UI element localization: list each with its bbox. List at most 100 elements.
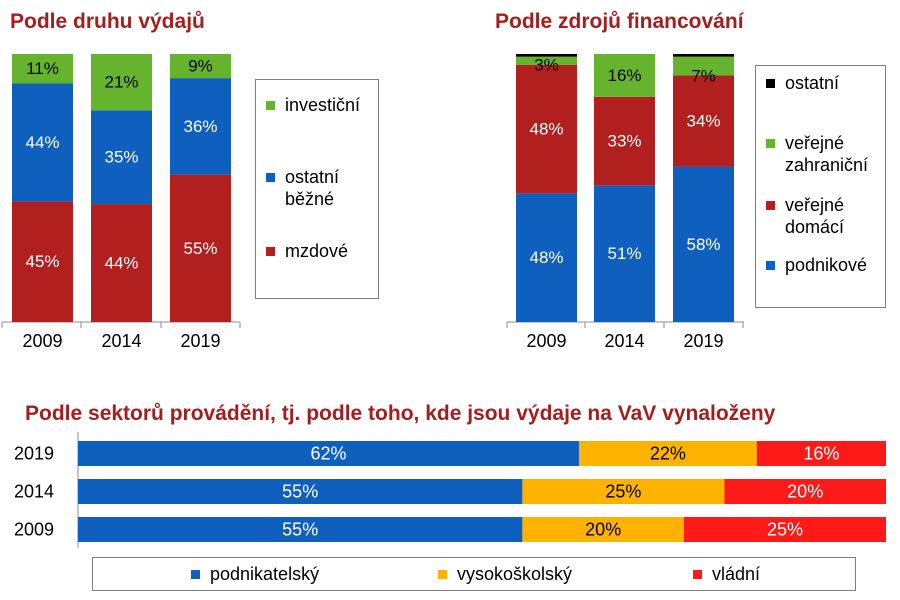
legend-swatch bbox=[266, 101, 275, 110]
chart1-label-2019-s2: 9% bbox=[188, 57, 213, 76]
chart2-label-2019-s1: 34% bbox=[686, 112, 720, 131]
legend-swatch bbox=[438, 569, 447, 579]
chart3-label-2009-s2: 25% bbox=[767, 520, 803, 540]
legend-label: podnikatelský bbox=[210, 564, 320, 584]
legend-label: vysokoškolský bbox=[457, 564, 573, 584]
chart3-bar-2019-s2 bbox=[756, 441, 886, 466]
chart1-plot: 45% 44% 11% 2009 44% 35% 21% 2014 55% 36% 9% 2019 bbox=[1, 54, 241, 351]
chart2-legend-item: podnikové bbox=[766, 254, 867, 276]
chart3-legend-item: podnikatelský bbox=[191, 563, 319, 585]
legend-swatch bbox=[766, 201, 775, 210]
chart3-label-2014-s0: 55% bbox=[282, 482, 318, 502]
chart2-bar-2014-s0 bbox=[594, 185, 655, 322]
chart1-bar-2014-s2 bbox=[91, 54, 152, 111]
chart2-label-2019-s2: 7% bbox=[691, 66, 716, 85]
chart1-bar-2019-s1 bbox=[170, 78, 231, 175]
chart3-label-2019-s2: 16% bbox=[803, 444, 839, 464]
chart2-xtick-2009: 2009 bbox=[526, 331, 566, 351]
chart2-bar-2019-s0 bbox=[673, 166, 734, 322]
chart3-bar-2009-s0 bbox=[78, 517, 523, 542]
legend-label: ostatní běžné bbox=[285, 167, 340, 209]
chart1-xtick-2014: 2014 bbox=[101, 331, 141, 351]
chart3-bar-2019-s1 bbox=[578, 441, 757, 466]
chart3-label-2009-s1: 20% bbox=[585, 520, 621, 540]
chart1-legend-item: ostatní běžné bbox=[266, 166, 339, 210]
legend-label: veřejné domácí bbox=[785, 195, 845, 237]
chart2-bar-2009-s0 bbox=[516, 193, 577, 322]
legend-label: mzdové bbox=[285, 241, 349, 261]
chart1-bar-2009-s0 bbox=[12, 201, 73, 322]
chart1-label-2019-s0: 55% bbox=[183, 239, 217, 258]
chart3-bar-2009-s1 bbox=[522, 517, 684, 542]
chart1-label-2009-s2: 11% bbox=[26, 59, 59, 78]
chart3-label-2019-s0: 62% bbox=[310, 444, 346, 464]
chart2-bar-2019-s2 bbox=[673, 56, 734, 76]
legend-swatch bbox=[693, 569, 702, 579]
chart1-xtick-2019: 2019 bbox=[180, 331, 220, 351]
chart2-bar-2009-s1 bbox=[516, 64, 577, 194]
chart2-legend: ostatní veřejné zahraniční veřejné domácí pod… bbox=[755, 65, 886, 308]
chart1-bar-2019-s2 bbox=[170, 54, 231, 79]
legend-swatch bbox=[766, 261, 775, 270]
chart3-legend-item: vysokoškolský bbox=[438, 563, 572, 585]
chart2-label-2009-s2: 3% bbox=[534, 56, 559, 75]
chart1-legend: investiční ostatní běžné mzdové bbox=[255, 79, 379, 299]
chart2-legend-item: veřejné zahraniční bbox=[766, 132, 868, 176]
chart2-bar-2014-s2 bbox=[594, 54, 655, 97]
chart1-label-2019-s1: 36% bbox=[183, 117, 217, 136]
chart3-ytick-2014: 2014 bbox=[14, 482, 54, 502]
chart3-label-2019-s1: 22% bbox=[650, 444, 686, 464]
chart3-label-2014-s1: 25% bbox=[605, 482, 641, 502]
chart1-bar-2019-s0 bbox=[170, 174, 231, 322]
chart1-label-2014-s2: 21% bbox=[104, 73, 138, 92]
legend-swatch bbox=[266, 247, 275, 256]
chart1-legend-item: investiční bbox=[266, 94, 360, 116]
chart3-legend: podnikatelský vysokoškolský vládní bbox=[92, 557, 856, 591]
chart2-bar-2019-s3 bbox=[673, 54, 734, 57]
chart1-title: Podle druhu výdajů bbox=[10, 10, 205, 33]
chart3-ytick-2019: 2019 bbox=[14, 444, 54, 464]
chart3-label-2009-s0: 55% bbox=[282, 520, 318, 540]
legend-label: vládní bbox=[712, 564, 761, 584]
chart3-legend-item: vládní bbox=[693, 563, 760, 585]
chart2-label-2014-s0: 51% bbox=[607, 244, 641, 263]
chart1-label-2009-s0: 45% bbox=[25, 252, 59, 271]
chart3-bar-2014-s1 bbox=[522, 479, 725, 504]
chart1-label-2014-s1: 35% bbox=[104, 148, 138, 167]
chart2-legend-item: ostatní bbox=[766, 72, 839, 94]
chart2-bar-2014-s1 bbox=[594, 96, 655, 186]
chart1-bar-2014-s0 bbox=[91, 204, 152, 322]
chart2-label-2019-s0: 58% bbox=[686, 235, 720, 254]
chart1-xtick-2009: 2009 bbox=[22, 331, 62, 351]
legend-swatch bbox=[191, 569, 200, 579]
chart1-bar-2014-s1 bbox=[91, 110, 152, 205]
chart1-bar-2009-s2 bbox=[12, 54, 73, 84]
chart2-label-2014-s1: 33% bbox=[607, 132, 641, 151]
legend-label: investiční bbox=[285, 95, 361, 115]
chart2-label-2009-s1: 48% bbox=[529, 120, 563, 139]
chart3-bar-2014-s0 bbox=[78, 479, 523, 504]
chart2-xtick-2019: 2019 bbox=[683, 331, 723, 351]
chart2-xtick-2014: 2014 bbox=[604, 331, 644, 351]
chart2-title: Podle zdrojů financování bbox=[495, 10, 744, 33]
chart3-bar-2009-s2 bbox=[684, 517, 886, 542]
chart2-label-2009-s0: 48% bbox=[529, 248, 563, 267]
legend-label: podnikové bbox=[785, 255, 868, 275]
chart2-bar-2009-s3 bbox=[516, 54, 577, 57]
chart1-legend-item: mzdové bbox=[266, 240, 348, 262]
chart3-label-2014-s2: 20% bbox=[787, 482, 823, 502]
chart1-label-2009-s1: 44% bbox=[25, 133, 59, 152]
chart2-bar-2019-s1 bbox=[673, 75, 734, 167]
legend-label: veřejné zahraniční bbox=[785, 133, 869, 175]
chart3-title: Podle sektorů provádění, tj. podle toho,… bbox=[25, 402, 776, 425]
chart1-label-2014-s0: 44% bbox=[104, 254, 138, 273]
legend-label: ostatní bbox=[785, 73, 840, 93]
legend-swatch bbox=[766, 139, 775, 148]
chart3-bar-2019-s0 bbox=[78, 441, 579, 466]
chart2-bar-2009-s2 bbox=[516, 56, 577, 65]
legend-swatch bbox=[766, 79, 775, 88]
legend-swatch bbox=[266, 173, 275, 182]
chart2-label-2014-s2: 16% bbox=[607, 66, 641, 85]
chart3-plot: 62% 22% 16% 2019 55% 25% 20% 2014 55% 20% 25% 2009 bbox=[14, 432, 886, 548]
